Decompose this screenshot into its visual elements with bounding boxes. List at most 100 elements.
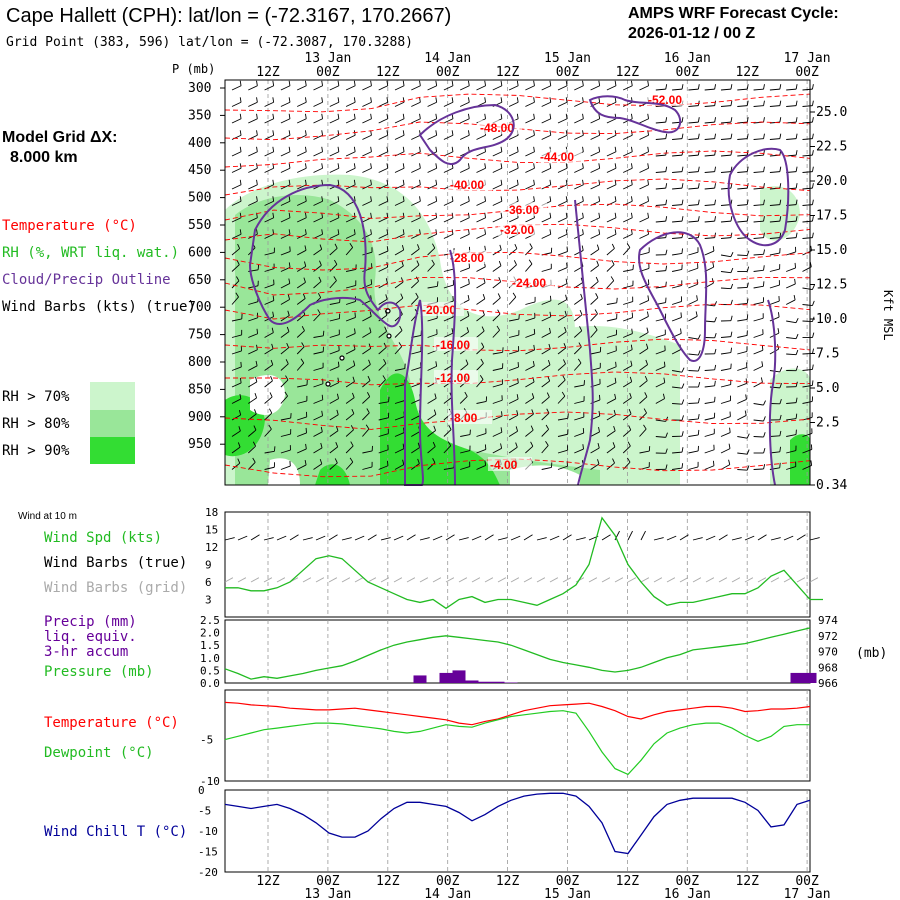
wind-barb-staff [688, 220, 699, 223]
wind-barb-flag [582, 163, 584, 169]
wind-barb-flag [746, 282, 749, 288]
wind-barb-flag [647, 113, 650, 119]
wind-barb-flag [419, 212, 421, 218]
wind-barb-staff [622, 397, 632, 404]
wind-barb-flag [335, 442, 339, 448]
wind-barb-staff [671, 316, 682, 322]
wind-barb-staff [248, 397, 257, 404]
wind-barb-true [471, 535, 482, 541]
wind-barb-staff [297, 384, 308, 388]
wind-barb-staff [541, 101, 551, 107]
wind-barb-flag [549, 97, 552, 103]
wind-barb-grid [640, 577, 650, 583]
wind-barb-staff [606, 134, 617, 140]
wind-barb-flag [415, 292, 419, 298]
wind-barb-flag [321, 179, 324, 185]
wind-barb-flag [562, 359, 566, 365]
height-tick-label: 12.5 [816, 278, 847, 293]
wind-barbs-true-label: Wind Barbs (true) [44, 555, 187, 571]
wind-barb-flag [681, 399, 685, 405]
wind-barb-staff [786, 320, 797, 324]
wind-barb-flag [451, 130, 454, 136]
wind-barb-staff [606, 85, 617, 91]
wind-barb-flag [402, 229, 405, 235]
wind-barb-staff [476, 85, 486, 91]
wind-barb-flag [614, 130, 617, 136]
wind-barb-staff [720, 88, 732, 91]
wind-barb-staff [574, 250, 584, 256]
temperature-contour [224, 121, 811, 141]
temperature-contour [224, 252, 811, 271]
wind-barb-staff [362, 283, 372, 289]
wind-barb-flag [270, 376, 273, 382]
wind-barb-true [731, 537, 742, 541]
wind-barb-true [380, 537, 391, 541]
wind-barb-staff [508, 382, 519, 388]
wind-barb-flag [582, 179, 584, 185]
height-tick-label: 20.0 [816, 174, 847, 189]
time-tick-label: 00Z [676, 65, 700, 80]
wind-barb-true [549, 535, 560, 541]
wind-barb-flag [714, 117, 717, 123]
wind-barb-true [432, 535, 443, 541]
wind-barb-flag [549, 80, 552, 86]
wind-barb-staff [492, 200, 503, 206]
wind-barb-flag [301, 326, 305, 331]
wind-barb-staff [557, 85, 568, 91]
wind-barb-flag [419, 113, 421, 119]
wind-barb-true [796, 534, 806, 541]
wind-barb-flag [321, 113, 324, 119]
wind-barb-staff [557, 449, 568, 454]
wind-barb-true [783, 535, 794, 541]
wind-barb-flag [383, 358, 387, 364]
precip-panel-frame [224, 619, 811, 684]
wind-barb-staff [313, 313, 321, 322]
wind-barb-staff [345, 233, 356, 239]
pressure-tick-label: 500 [188, 191, 211, 206]
wind-barb-flag [386, 179, 389, 185]
wind-barb-flag [697, 429, 700, 435]
wind-barb-grid [731, 577, 741, 583]
wind-barb-flag [547, 360, 551, 366]
wind-barb-flag [467, 163, 470, 169]
wind-barb-staff [574, 314, 583, 322]
wind-barb-flag [272, 146, 275, 152]
wind-barb-flag [614, 163, 617, 169]
wind-barb-staff [541, 300, 552, 305]
wind-barb-staff [394, 118, 405, 124]
temp-tick-label: -5 [200, 734, 213, 747]
wind-barb-staff [476, 233, 486, 239]
wind-barb-staff [280, 433, 291, 437]
dewpoint-label: Dewpoint (°C) [44, 745, 154, 761]
wind-barb-flag [451, 146, 454, 152]
wind-barb-flag [779, 398, 782, 404]
wind-barb-flag [730, 252, 734, 257]
wind-barb-staff [606, 366, 617, 371]
wind-barb-staff [345, 381, 355, 388]
time-tick-label: 00Z [795, 65, 819, 80]
wind-barb-staff [672, 370, 683, 373]
time-tick-label: 12Z [735, 65, 759, 80]
wind-barb-flag [482, 294, 486, 300]
wind-barb-flag [515, 426, 519, 432]
wind-barb-staff [655, 204, 666, 206]
wind-panel-header: Wind at 10 m [18, 511, 77, 522]
wind-barb-flag [665, 216, 668, 222]
wind-barb-flag [697, 216, 700, 222]
wind-barb-flag [386, 196, 389, 202]
wind-barb-flag [349, 457, 354, 463]
wind-barb-staff [802, 400, 813, 404]
wind-barb-flag [236, 276, 240, 282]
wind-barb-staff [737, 350, 748, 355]
wind-barb-flag [533, 113, 535, 119]
wind-barb-flag [288, 130, 291, 136]
wind-barb-staff [557, 417, 568, 421]
wind-barb-staff [264, 284, 275, 289]
wind-barb-staff [313, 248, 322, 256]
wind-barb-flag [321, 410, 324, 416]
wind-barb-flag [435, 97, 438, 103]
wind-barb-staff [802, 369, 813, 371]
wind-barb-staff [427, 247, 436, 256]
wind-barb-flag [272, 196, 275, 202]
wind-barb-staff [476, 282, 486, 289]
